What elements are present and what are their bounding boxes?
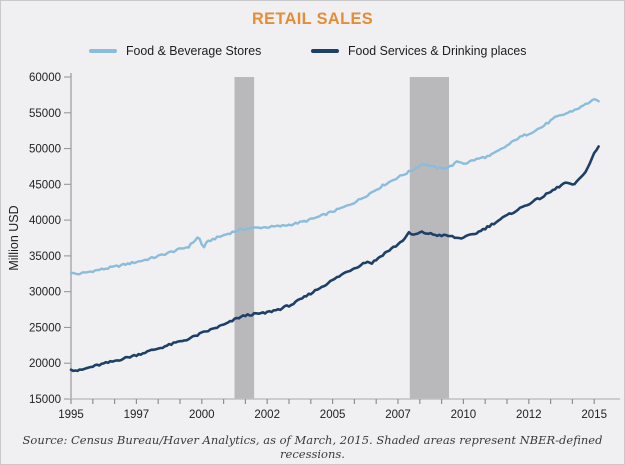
y-tick-label: 35000 bbox=[29, 251, 61, 263]
x-tick-label: 2000 bbox=[189, 409, 215, 421]
y-tick-label: 50000 bbox=[29, 144, 61, 156]
legend-item-food-services-drinking-places: Food Services & Drinking places bbox=[310, 43, 536, 58]
y-tick-label: 15000 bbox=[29, 394, 61, 406]
x-tick-label: 1995 bbox=[58, 409, 84, 421]
x-tick-label: 2007 bbox=[385, 409, 411, 421]
source-note: Source: Census Bureau/Haver Analytics, a… bbox=[22, 433, 603, 461]
y-tick-label: 60000 bbox=[29, 72, 61, 84]
legend-item-food-beverage-stores: Food & Beverage Stores bbox=[89, 43, 268, 58]
x-tick-label: 2015 bbox=[581, 409, 607, 421]
y-tick-label: 30000 bbox=[29, 287, 61, 299]
y-tick-label: 40000 bbox=[29, 215, 61, 227]
legend: Food & Beverage Stores Food Services & D… bbox=[1, 43, 624, 58]
y-tick-label: 45000 bbox=[29, 179, 61, 191]
x-tick-label: 2005 bbox=[320, 409, 346, 421]
y-tick-label: 25000 bbox=[29, 322, 61, 334]
y-tick-label: 20000 bbox=[29, 358, 61, 370]
x-tick-label: 2002 bbox=[254, 409, 280, 421]
series-line-food-services-drinking-places bbox=[69, 145, 600, 373]
recession-band bbox=[234, 77, 255, 399]
x-tick-label: 2010 bbox=[451, 409, 477, 421]
legend-swatch-food-beverage-stores bbox=[89, 48, 118, 53]
recession-band bbox=[409, 77, 450, 399]
legend-label-food-beverage-stores: Food & Beverage Stores bbox=[126, 43, 262, 58]
x-tick-label: 1997 bbox=[124, 409, 150, 421]
legend-swatch-food-services-drinking-places bbox=[310, 48, 339, 53]
x-tick-label: 2012 bbox=[516, 409, 542, 421]
y-tick-label: 55000 bbox=[29, 108, 61, 120]
legend-label-food-services-drinking-places: Food Services & Drinking places bbox=[347, 43, 527, 58]
series-line-food-beverage-stores bbox=[69, 97, 600, 276]
chart-title: RETAIL SALES bbox=[252, 9, 373, 28]
